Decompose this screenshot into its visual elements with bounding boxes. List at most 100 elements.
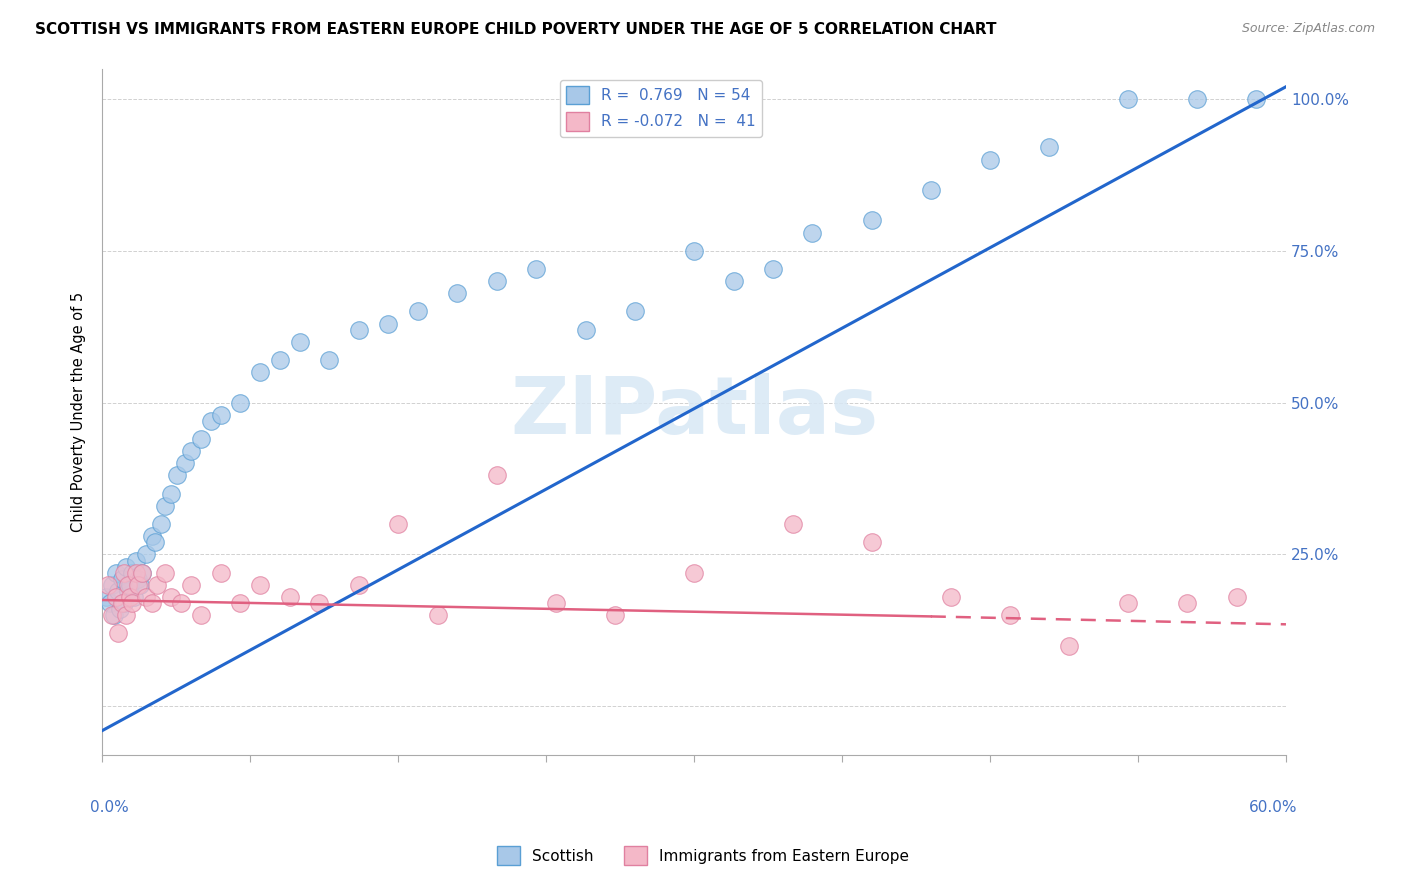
Point [249, 578, 271, 592]
Point [105, 590, 128, 604]
Y-axis label: Child Poverty Under the Age of 5: Child Poverty Under the Age of 5 [72, 292, 86, 532]
Point [127, 572, 149, 586]
Point [426, 608, 449, 623]
Point [121, 566, 143, 580]
Point [166, 468, 188, 483]
Legend: R =  0.769   N = 54, R = -0.072   N =  41: R = 0.769 N = 54, R = -0.072 N = 41 [560, 79, 762, 136]
Point [125, 553, 148, 567]
Point [174, 456, 197, 470]
Point [1246, 92, 1268, 106]
Point [209, 408, 232, 422]
Point [387, 517, 409, 532]
Point [98, 596, 121, 610]
Point [782, 517, 804, 532]
Point [135, 590, 157, 604]
Point [377, 317, 399, 331]
Point [574, 323, 596, 337]
Point [155, 566, 177, 580]
Point [111, 596, 134, 610]
Point [155, 499, 177, 513]
Point [150, 517, 173, 532]
Point [107, 626, 129, 640]
Point [115, 559, 138, 574]
Point [1116, 92, 1139, 106]
Text: 0.0%: 0.0% [90, 799, 129, 814]
Point [180, 444, 202, 458]
Point [347, 578, 370, 592]
Point [762, 262, 785, 277]
Point [200, 414, 222, 428]
Point [97, 578, 120, 592]
Point [683, 244, 706, 258]
Point [544, 596, 567, 610]
Point [170, 596, 193, 610]
Point [145, 535, 167, 549]
Point [1226, 590, 1249, 604]
Text: SCOTTISH VS IMMIGRANTS FROM EASTERN EUROPE CHILD POVERTY UNDER THE AGE OF 5 CORR: SCOTTISH VS IMMIGRANTS FROM EASTERN EURO… [35, 22, 997, 37]
Point [860, 535, 883, 549]
Point [249, 365, 271, 379]
Point [1175, 596, 1198, 610]
Point [180, 578, 202, 592]
Point [121, 596, 143, 610]
Point [939, 590, 962, 604]
Point [524, 262, 547, 277]
Point [1057, 639, 1080, 653]
Point [141, 529, 163, 543]
Point [111, 572, 134, 586]
Point [112, 596, 135, 610]
Point [229, 395, 252, 409]
Point [190, 608, 212, 623]
Point [1038, 140, 1060, 154]
Point [860, 213, 883, 227]
Point [998, 608, 1021, 623]
Point [920, 183, 942, 197]
Point [269, 353, 291, 368]
Legend: Scottish, Immigrants from Eastern Europe: Scottish, Immigrants from Eastern Europe [491, 840, 915, 871]
Point [146, 578, 169, 592]
Point [108, 602, 131, 616]
Point [115, 608, 138, 623]
Point [278, 590, 301, 604]
Point [127, 578, 149, 592]
Point [125, 566, 148, 580]
Point [723, 274, 745, 288]
Point [118, 590, 141, 604]
Point [1116, 596, 1139, 610]
Point [128, 578, 150, 592]
Point [605, 608, 627, 623]
Text: 60.0%: 60.0% [1250, 799, 1298, 814]
Point [229, 596, 252, 610]
Point [117, 583, 139, 598]
Text: Source: ZipAtlas.com: Source: ZipAtlas.com [1241, 22, 1375, 36]
Point [117, 578, 139, 592]
Point [801, 226, 824, 240]
Point [209, 566, 232, 580]
Point [103, 608, 125, 623]
Point [683, 566, 706, 580]
Point [347, 323, 370, 337]
Point [288, 334, 311, 349]
Point [135, 548, 157, 562]
Point [122, 590, 145, 604]
Point [406, 304, 429, 318]
Point [107, 583, 129, 598]
Point [318, 353, 340, 368]
Point [131, 566, 153, 580]
Text: ZIPatlas: ZIPatlas [510, 373, 879, 450]
Point [160, 590, 183, 604]
Point [1185, 92, 1208, 106]
Point [96, 590, 118, 604]
Point [308, 596, 330, 610]
Point [485, 468, 508, 483]
Point [101, 578, 124, 592]
Point [624, 304, 647, 318]
Point [118, 578, 141, 592]
Point [112, 566, 135, 580]
Point [160, 486, 183, 500]
Point [979, 153, 1001, 167]
Point [190, 432, 212, 446]
Point [446, 286, 468, 301]
Point [105, 566, 128, 580]
Point [141, 596, 163, 610]
